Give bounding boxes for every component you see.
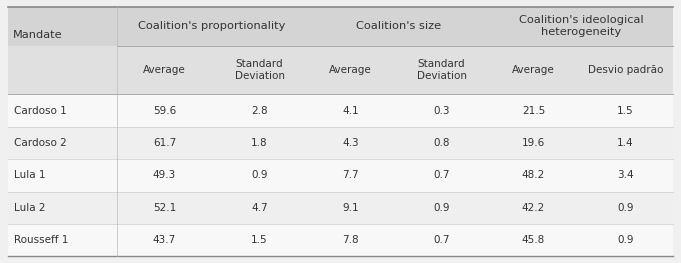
Text: 61.7: 61.7 xyxy=(153,138,176,148)
Text: 45.8: 45.8 xyxy=(522,235,545,245)
Bar xyxy=(212,46,307,94)
Text: Coalition's proportionality: Coalition's proportionality xyxy=(138,21,286,31)
Text: 9.1: 9.1 xyxy=(343,203,359,213)
Bar xyxy=(577,127,673,159)
Text: 0.9: 0.9 xyxy=(251,170,268,180)
Text: 0.3: 0.3 xyxy=(433,106,450,116)
Bar xyxy=(307,7,489,46)
Text: 42.2: 42.2 xyxy=(522,203,545,213)
Bar xyxy=(307,192,394,224)
Bar xyxy=(117,224,212,256)
Bar xyxy=(212,94,307,127)
Bar xyxy=(394,127,489,159)
Text: 0.9: 0.9 xyxy=(617,203,633,213)
Text: 52.1: 52.1 xyxy=(153,203,176,213)
Text: Average: Average xyxy=(143,65,186,75)
Bar xyxy=(489,94,577,127)
Bar xyxy=(212,224,307,256)
Bar xyxy=(394,94,489,127)
Text: 0.8: 0.8 xyxy=(433,138,450,148)
Text: Mandate: Mandate xyxy=(13,30,63,40)
Bar xyxy=(577,224,673,256)
Text: 4.7: 4.7 xyxy=(251,203,268,213)
Bar xyxy=(307,46,394,94)
Bar xyxy=(307,94,394,127)
Bar xyxy=(489,127,577,159)
Text: 7.8: 7.8 xyxy=(343,235,359,245)
Text: Coalition's size: Coalition's size xyxy=(355,21,441,31)
Text: 1.5: 1.5 xyxy=(251,235,268,245)
Text: 7.7: 7.7 xyxy=(343,170,359,180)
Bar xyxy=(117,159,212,192)
Bar xyxy=(8,7,117,46)
Bar xyxy=(8,224,117,256)
Text: Cardoso 2: Cardoso 2 xyxy=(14,138,66,148)
Bar xyxy=(394,192,489,224)
Bar xyxy=(307,127,394,159)
Text: 4.3: 4.3 xyxy=(343,138,359,148)
Bar xyxy=(212,159,307,192)
Text: 59.6: 59.6 xyxy=(153,106,176,116)
Text: Rousseff 1: Rousseff 1 xyxy=(14,235,68,245)
Text: Lula 1: Lula 1 xyxy=(14,170,45,180)
Bar xyxy=(577,94,673,127)
Bar xyxy=(117,94,212,127)
Bar xyxy=(117,127,212,159)
Text: Desvio padrão: Desvio padrão xyxy=(588,65,663,75)
Text: 43.7: 43.7 xyxy=(153,235,176,245)
Bar xyxy=(307,159,394,192)
Text: 0.9: 0.9 xyxy=(433,203,450,213)
Bar xyxy=(117,192,212,224)
Text: 4.1: 4.1 xyxy=(343,106,359,116)
Bar xyxy=(8,46,117,94)
Text: 48.2: 48.2 xyxy=(522,170,545,180)
Text: Standard
Deviation: Standard Deviation xyxy=(417,59,466,81)
Bar xyxy=(394,224,489,256)
Bar xyxy=(394,46,489,94)
Bar xyxy=(489,159,577,192)
Bar xyxy=(212,192,307,224)
Bar xyxy=(489,46,577,94)
Bar xyxy=(8,159,117,192)
Bar xyxy=(117,7,307,46)
Text: Standard
Deviation: Standard Deviation xyxy=(234,59,285,81)
Text: 3.4: 3.4 xyxy=(617,170,633,180)
Text: 1.8: 1.8 xyxy=(251,138,268,148)
Bar xyxy=(8,192,117,224)
Text: 1.4: 1.4 xyxy=(617,138,633,148)
Text: Coalition's ideological
heterogeneity: Coalition's ideological heterogeneity xyxy=(519,16,644,37)
Bar xyxy=(577,159,673,192)
Text: Average: Average xyxy=(329,65,372,75)
Text: Lula 2: Lula 2 xyxy=(14,203,45,213)
Bar xyxy=(577,192,673,224)
Text: 0.9: 0.9 xyxy=(617,235,633,245)
Text: 0.7: 0.7 xyxy=(433,170,450,180)
Bar xyxy=(577,46,673,94)
Text: Cardoso 1: Cardoso 1 xyxy=(14,106,66,116)
Text: 0.7: 0.7 xyxy=(433,235,450,245)
Bar xyxy=(8,94,117,127)
Bar xyxy=(394,159,489,192)
Text: 1.5: 1.5 xyxy=(617,106,633,116)
Text: Average: Average xyxy=(512,65,555,75)
Bar xyxy=(489,7,673,46)
Bar xyxy=(489,224,577,256)
Text: 49.3: 49.3 xyxy=(153,170,176,180)
Bar xyxy=(8,127,117,159)
Text: 2.8: 2.8 xyxy=(251,106,268,116)
Bar xyxy=(117,46,212,94)
Bar xyxy=(489,192,577,224)
Text: 21.5: 21.5 xyxy=(522,106,545,116)
Bar xyxy=(307,224,394,256)
Bar xyxy=(212,127,307,159)
Text: 19.6: 19.6 xyxy=(522,138,545,148)
